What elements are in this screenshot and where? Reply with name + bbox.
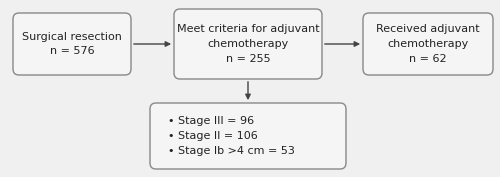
FancyBboxPatch shape (363, 13, 493, 75)
Text: • Stage III = 96
• Stage II = 106
• Stage Ib >4 cm = 53: • Stage III = 96 • Stage II = 106 • Stag… (168, 116, 295, 156)
FancyBboxPatch shape (174, 9, 322, 79)
Text: Surgical resection
n = 576: Surgical resection n = 576 (22, 32, 122, 56)
Text: Meet criteria for adjuvant
chemotherapy
n = 255: Meet criteria for adjuvant chemotherapy … (176, 24, 320, 64)
FancyBboxPatch shape (150, 103, 346, 169)
Text: Received adjuvant
chemotherapy
n = 62: Received adjuvant chemotherapy n = 62 (376, 24, 480, 64)
FancyBboxPatch shape (13, 13, 131, 75)
